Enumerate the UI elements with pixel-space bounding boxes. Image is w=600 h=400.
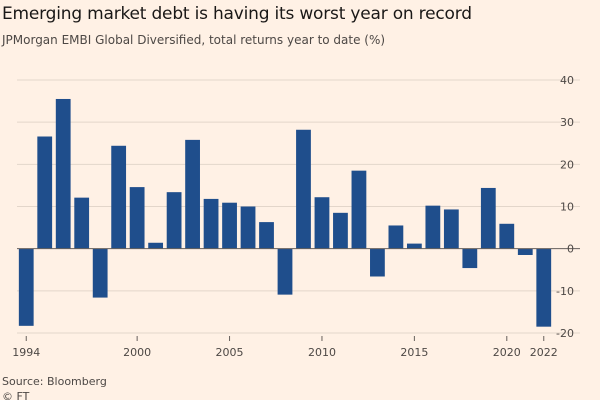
bar-2012 bbox=[351, 170, 367, 249]
x-tick-label-2005: 2005 bbox=[216, 346, 244, 359]
bar-2011 bbox=[333, 212, 348, 249]
x-tick-label-2000: 2000 bbox=[123, 346, 151, 359]
bar-2008 bbox=[277, 248, 293, 295]
y-tick-label-0: 0 bbox=[567, 243, 574, 256]
bar-2000 bbox=[129, 187, 145, 249]
chart-subtitle: JPMorgan EMBI Global Diversified, total … bbox=[2, 33, 386, 47]
bar-2016 bbox=[425, 205, 441, 249]
bar-2002 bbox=[166, 192, 182, 249]
y-tick-label-20: 20 bbox=[560, 158, 574, 171]
bar-2013 bbox=[370, 248, 385, 277]
y-axis-ticks: 40 30 20 10 0 -10 -20 bbox=[556, 74, 574, 340]
x-tick-label-2015: 2015 bbox=[400, 346, 428, 359]
bar-2006 bbox=[240, 206, 256, 249]
bar-2009 bbox=[296, 129, 311, 249]
bar-2010 bbox=[314, 197, 330, 249]
x-tick-label-2020: 2020 bbox=[493, 346, 521, 359]
bar-1994 bbox=[18, 248, 34, 326]
chart-title: Emerging market debt is having its worst… bbox=[2, 4, 472, 24]
bar-2017 bbox=[443, 209, 459, 249]
x-tick-label-1994: 1994 bbox=[12, 346, 40, 359]
y-tick-label--20: -20 bbox=[556, 327, 574, 340]
bar-2001 bbox=[148, 242, 164, 249]
bar-2015 bbox=[406, 243, 422, 249]
y-tick-label-30: 30 bbox=[560, 116, 574, 129]
bar-1996 bbox=[55, 98, 71, 249]
bars bbox=[18, 98, 552, 327]
y-tick-label--10: -10 bbox=[556, 285, 574, 298]
bar-1998 bbox=[92, 248, 108, 298]
bar-2005 bbox=[222, 202, 237, 249]
source-note: Source: Bloomberg bbox=[2, 375, 107, 388]
y-tick-label-10: 10 bbox=[560, 201, 574, 214]
bar-2007 bbox=[259, 222, 274, 249]
x-tick-label-2010: 2010 bbox=[308, 346, 336, 359]
bar-1997 bbox=[74, 197, 90, 249]
bar-2003 bbox=[185, 139, 200, 249]
bar-2022 bbox=[536, 248, 552, 327]
bar-2014 bbox=[388, 225, 404, 249]
x-tick-label-2022: 2022 bbox=[530, 346, 558, 359]
bar-1999 bbox=[111, 145, 127, 249]
bar-2004 bbox=[203, 198, 219, 249]
bar-2020 bbox=[499, 223, 515, 249]
ft-credit: © FT bbox=[2, 390, 30, 400]
bar-2021 bbox=[517, 248, 533, 255]
bar-2019 bbox=[480, 187, 496, 249]
bar-1995 bbox=[37, 136, 53, 249]
x-axis-ticks: 1994 2000 2005 2010 2015 2020 2022 bbox=[12, 336, 558, 359]
y-tick-label-40: 40 bbox=[560, 74, 574, 87]
grid-lines bbox=[17, 79, 580, 334]
bar-2018 bbox=[462, 248, 478, 269]
